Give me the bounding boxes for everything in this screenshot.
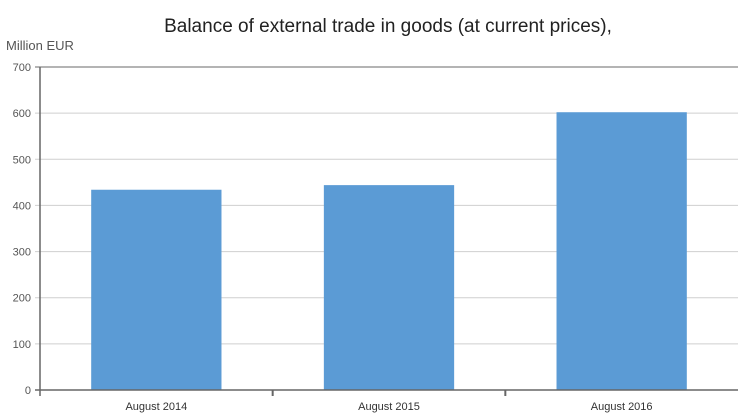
y-tick-label: 300 xyxy=(13,247,31,259)
x-tick-label: August 2014 xyxy=(125,401,187,413)
y-tick-label: 200 xyxy=(13,293,31,305)
y-tick-label: 100 xyxy=(13,339,31,351)
y-tick-label: 0 xyxy=(25,385,31,397)
chart-title: Balance of external trade in goods (at c… xyxy=(164,16,612,37)
y-tick-labels: 0 100 200 300 400 500 600 700 xyxy=(13,62,31,397)
bar-2 xyxy=(323,185,455,390)
y-tick-label: 700 xyxy=(13,62,31,74)
x-tick-labels: August 2014 August 2015 August 2016 xyxy=(125,401,652,413)
x-tick-label: August 2016 xyxy=(591,401,653,413)
y-tick-label: 600 xyxy=(13,108,31,120)
y-tick-label: 400 xyxy=(13,200,31,212)
y-axis-unit-label: Million EUR xyxy=(6,38,74,53)
bar-1 xyxy=(91,189,222,390)
bar-3 xyxy=(556,112,687,390)
x-tick-label: August 2015 xyxy=(358,401,420,413)
bars xyxy=(91,112,687,390)
axes xyxy=(35,67,738,396)
y-tick-label: 500 xyxy=(13,154,31,166)
